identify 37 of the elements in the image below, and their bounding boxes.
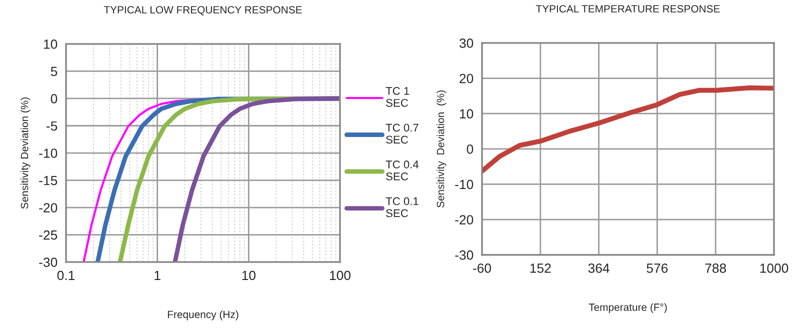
y-axis-title: Sensitivity Deviation (%) xyxy=(436,90,446,208)
y-tick-label: -10 xyxy=(455,180,474,190)
y-tick-label: 5 xyxy=(50,66,58,76)
legend-label: TC 0.1 SEC xyxy=(386,197,418,218)
x-tick-label: 0.1 xyxy=(57,270,75,280)
x-tick-label: 576 xyxy=(646,264,668,273)
y-tick-label: 20 xyxy=(460,74,474,84)
y-tick-label: -30 xyxy=(455,250,474,260)
y-tick-label: 10 xyxy=(44,40,58,49)
line-series xyxy=(482,85,774,174)
y-tick-label: -15 xyxy=(39,176,58,186)
chart-title: TYPICAL TEMPERATURE RESPONSE xyxy=(536,5,720,13)
y-tick-label: -5 xyxy=(46,121,58,131)
y-tick-label: 0 xyxy=(50,94,58,104)
x-tick-label: 1 xyxy=(154,270,160,280)
x-tick-label: 364 xyxy=(588,264,610,273)
y-tick-label: -30 xyxy=(39,258,58,267)
y-axis-title: Sensitivity Deviation (%) xyxy=(20,98,30,209)
y-tick-label: 0 xyxy=(466,144,474,154)
y-tick-label: -20 xyxy=(455,215,474,224)
x-tick-label: -60 xyxy=(473,264,492,273)
y-tick-label: -20 xyxy=(39,203,58,212)
legend-label: TC 0.4 SEC xyxy=(386,160,419,180)
x-tick-label: 1000 xyxy=(760,264,788,273)
legend-label: TC 1 SEC xyxy=(386,86,410,107)
chart-title: TYPICAL LOW FREQUENCY RESPONSE xyxy=(104,6,302,16)
y-tick-label: 10 xyxy=(460,109,474,119)
x-axis-title: Temperature (F°) xyxy=(588,303,667,313)
x-tick-label: 788 xyxy=(705,264,726,273)
x-tick-label: 100 xyxy=(330,270,350,280)
x-tick-label: 10 xyxy=(242,270,256,280)
y-tick-label: -25 xyxy=(39,230,58,240)
x-axis-title: Frequency (Hz) xyxy=(168,310,238,320)
legend-label: TC 0.7 SEC xyxy=(386,124,418,144)
y-tick-label: -10 xyxy=(39,148,58,158)
x-tick-label: 152 xyxy=(530,264,551,273)
y-tick-label: 30 xyxy=(459,38,474,48)
